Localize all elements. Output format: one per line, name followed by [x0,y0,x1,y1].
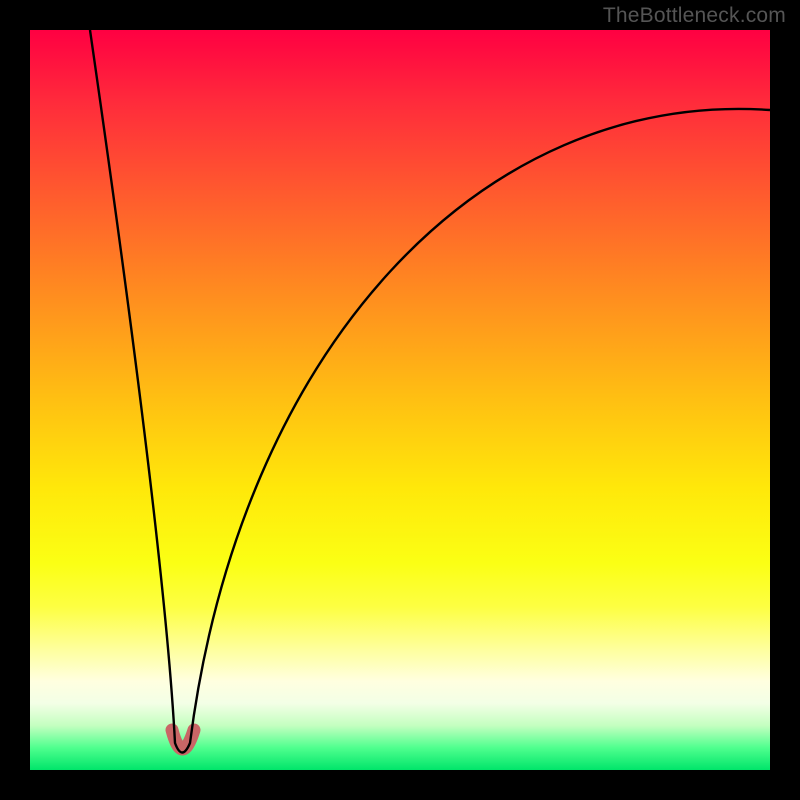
chart-container: TheBottleneck.com [0,0,800,800]
plot-area [30,30,770,770]
watermark-text: TheBottleneck.com [603,4,786,28]
bottleneck-chart [0,0,800,800]
